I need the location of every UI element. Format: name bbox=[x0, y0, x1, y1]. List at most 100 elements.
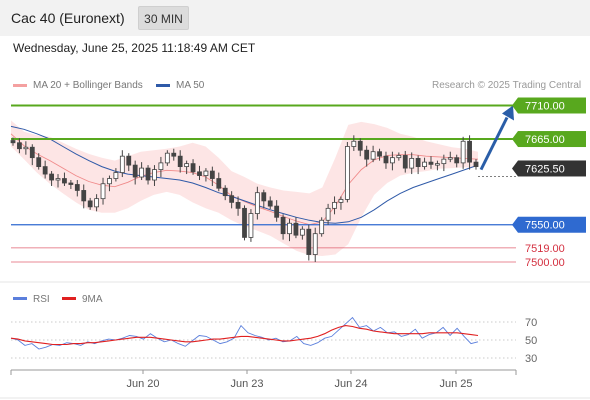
instrument-title: Cac 40 (Euronext) bbox=[11, 10, 125, 26]
candle-body bbox=[216, 178, 222, 189]
candle-body bbox=[306, 228, 312, 255]
candle-body bbox=[287, 222, 292, 235]
candle-body bbox=[145, 167, 151, 181]
target-label: 7519.00 bbox=[525, 243, 565, 255]
credit-label: Research © 2025 Trading Central bbox=[432, 80, 582, 91]
ma9-series-line bbox=[10, 325, 479, 346]
current-price-tag bbox=[518, 160, 586, 177]
candle-body bbox=[23, 146, 29, 150]
x-tick-label: Jun 24 bbox=[334, 378, 367, 390]
candle-body bbox=[447, 157, 453, 160]
header-bar: Cac 40 (Euronext) 30 MIN bbox=[0, 0, 590, 36]
arrow-shaft bbox=[479, 116, 509, 171]
resistance-tag-pointer bbox=[512, 131, 518, 148]
candle-body bbox=[454, 157, 460, 164]
candle-body bbox=[68, 182, 74, 185]
candle-body bbox=[422, 161, 427, 168]
resistance-tag bbox=[518, 97, 586, 114]
candle-body bbox=[332, 201, 337, 209]
candle-body bbox=[49, 173, 54, 181]
candle-body bbox=[126, 155, 132, 166]
ma50-line bbox=[10, 125, 479, 224]
candle-body bbox=[29, 146, 35, 159]
datetime-label: Wednesday, June 25, 2025 11:18:49 AM CET bbox=[13, 41, 256, 55]
candle-body bbox=[473, 161, 479, 168]
rsi-tick-label: 30 bbox=[525, 353, 537, 365]
candle-body bbox=[364, 149, 370, 160]
current-price-label: 7625.50 bbox=[525, 163, 565, 175]
candle-body bbox=[113, 172, 119, 179]
x-tick-label: Jun 23 bbox=[230, 378, 263, 390]
candles bbox=[10, 135, 479, 262]
candle-body bbox=[325, 207, 331, 221]
forecast-arrow bbox=[479, 105, 514, 171]
candle-body bbox=[402, 155, 408, 169]
rsi-series-line bbox=[10, 316, 479, 350]
rsi-legend-label: RSI bbox=[33, 294, 50, 305]
candle-body bbox=[242, 207, 247, 238]
candle-body bbox=[248, 213, 254, 238]
candle-body bbox=[428, 161, 434, 165]
candle-body bbox=[383, 155, 389, 164]
candle-body bbox=[229, 195, 235, 203]
ma9-swatch bbox=[62, 297, 76, 300]
candle-body bbox=[209, 170, 215, 179]
candle-body bbox=[254, 192, 260, 214]
resistance-tag bbox=[518, 131, 586, 148]
support-tag-pointer bbox=[512, 216, 518, 233]
candle-body bbox=[203, 170, 209, 176]
candle-body bbox=[190, 163, 196, 173]
ma9-legend-label: 9MA bbox=[82, 294, 103, 305]
candle-body bbox=[267, 200, 273, 207]
candle-body bbox=[344, 146, 350, 200]
candle-body bbox=[164, 152, 170, 164]
candle-body bbox=[17, 142, 22, 150]
candle-body bbox=[139, 167, 145, 178]
ma50-path bbox=[10, 125, 479, 224]
rsi-tick-label: 70 bbox=[525, 317, 537, 329]
candle-body bbox=[299, 228, 305, 236]
candle-body bbox=[293, 222, 299, 236]
candle-body bbox=[10, 140, 16, 144]
resistance-tag-pointer bbox=[512, 97, 518, 114]
candle-body bbox=[357, 140, 363, 151]
candle-body bbox=[87, 200, 93, 208]
bollinger-band bbox=[11, 120, 478, 257]
ma20-line bbox=[10, 133, 479, 226]
candle-body bbox=[81, 190, 87, 202]
ma20-legend-label: MA 20 + Bollinger Bands bbox=[33, 80, 143, 91]
arrow-head bbox=[502, 105, 514, 121]
candle-body bbox=[62, 178, 67, 184]
candle-body bbox=[280, 216, 286, 235]
ma20-path bbox=[10, 133, 479, 226]
candle-body bbox=[390, 157, 395, 164]
candle-body bbox=[235, 201, 241, 209]
x-tick-label: Jun 20 bbox=[126, 378, 159, 390]
candle-body bbox=[171, 152, 177, 157]
x-axis: Jun 20 Jun 23 Jun 24 Jun 25 bbox=[0, 369, 590, 399]
candle-body bbox=[415, 158, 421, 168]
candle-body bbox=[435, 163, 440, 166]
candle-body bbox=[177, 155, 183, 168]
candle-body bbox=[312, 233, 318, 255]
timeframe-button[interactable]: 30 MIN bbox=[138, 6, 189, 30]
target-label: 7500.00 bbox=[525, 257, 565, 269]
rsi-swatch bbox=[13, 297, 27, 300]
candle-body bbox=[158, 162, 164, 170]
candle-body bbox=[100, 183, 106, 200]
candle-body bbox=[370, 151, 376, 160]
candle-body bbox=[55, 178, 61, 181]
legend-ma50: MA 50 bbox=[156, 80, 204, 91]
candle-body bbox=[42, 166, 48, 175]
candle-body bbox=[119, 155, 125, 173]
candle-body bbox=[152, 169, 157, 181]
bollinger-fill bbox=[11, 120, 478, 257]
support-tag bbox=[518, 216, 586, 233]
candle-body bbox=[107, 178, 112, 185]
level-tags: 7710.00 7665.00 7625.50 7550.00 7519.00 7500.… bbox=[512, 97, 586, 269]
candle-body bbox=[409, 158, 415, 169]
rsi-panel: 70 50 30 bbox=[10, 316, 537, 365]
candle-body bbox=[132, 164, 138, 178]
